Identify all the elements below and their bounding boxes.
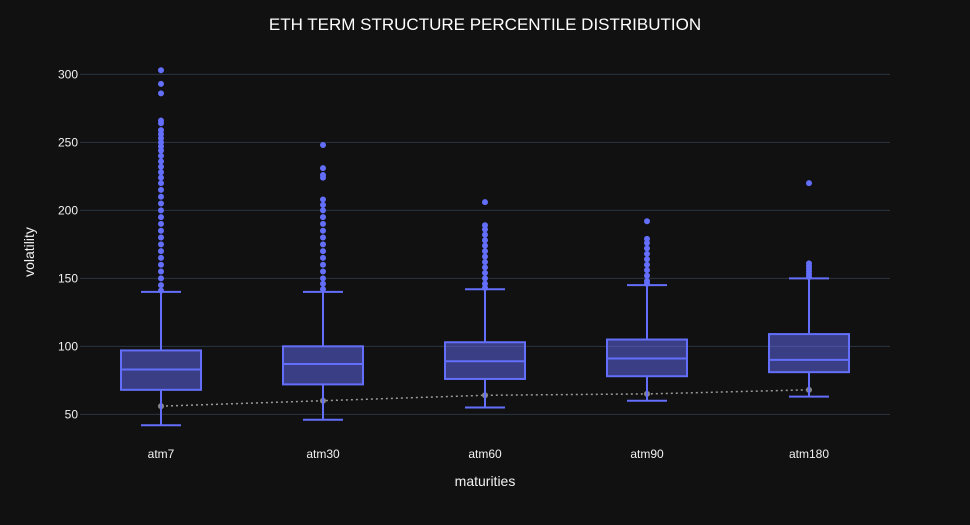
outlier-point (482, 237, 488, 244)
box-layer (120, 67, 850, 427)
outlier-point (644, 250, 650, 257)
outlier-point (158, 152, 164, 159)
outlier-point (158, 241, 164, 248)
outlier-point (158, 158, 164, 165)
outlier-point (158, 180, 164, 187)
outlier-point (320, 196, 326, 203)
outlier-point (158, 147, 164, 154)
box-iqr (282, 345, 364, 386)
outlier-point (482, 231, 488, 238)
outlier-point (158, 248, 164, 255)
y-tick-label: 250 (58, 135, 78, 149)
reference-line (160, 389, 810, 407)
x-tick-label: atm90 (630, 447, 664, 461)
chart-title: ETH TERM STRUCTURE PERCENTILE DISTRIBUTI… (269, 15, 701, 34)
outlier-point (320, 207, 326, 214)
outlier-point (158, 261, 164, 268)
outlier-point (644, 267, 650, 274)
outlier-point (320, 261, 326, 268)
box-atm30 (282, 142, 364, 421)
outlier-point (320, 234, 326, 241)
outlier-point (482, 275, 488, 282)
x-axis-title: maturities (455, 473, 516, 489)
outlier-point (482, 248, 488, 255)
outlier-point (158, 254, 164, 261)
outlier-point (158, 186, 164, 193)
outlier-point (320, 254, 326, 261)
outlier-point (320, 268, 326, 275)
outlier-point (644, 280, 650, 287)
outlier-point (320, 214, 326, 221)
outlier-point (158, 268, 164, 275)
y-axis-ticks: 50 100 150 200 250 300 (58, 67, 78, 421)
outlier-point (158, 163, 164, 170)
x-tick-label: atm60 (468, 447, 502, 461)
outlier-point (482, 242, 488, 249)
x-tick-label: atm180 (789, 447, 829, 461)
outlier-point (482, 259, 488, 265)
outlier-point (320, 174, 326, 181)
outlier-point (320, 165, 326, 172)
outlier-point (320, 280, 326, 287)
outlier-point (644, 239, 650, 246)
y-tick-label: 50 (65, 407, 79, 421)
y-tick-label: 150 (58, 271, 78, 285)
outlier-point (158, 287, 164, 294)
outlier-point (320, 220, 326, 227)
x-tick-label: atm30 (306, 447, 340, 461)
y-axis-title: volatility (21, 227, 37, 277)
outlier-point (158, 174, 164, 181)
outlier-point (320, 227, 326, 234)
x-axis-ticks: atm7 atm30 atm60 atm90 atm180 (148, 447, 830, 461)
outlier-point (158, 275, 164, 282)
outlier-point (158, 90, 164, 97)
y-tick-label: 300 (58, 67, 78, 81)
outlier-point (158, 207, 164, 214)
box-atm60 (444, 199, 526, 409)
outlier-point (158, 214, 164, 221)
outlier-point (806, 180, 812, 187)
outlier-point (482, 264, 488, 271)
box-iqr (768, 333, 850, 374)
outlier-point (320, 275, 326, 282)
outlier-point (158, 234, 164, 241)
outlier-point (320, 142, 326, 149)
outlier-point (320, 248, 326, 255)
y-tick-label: 100 (58, 339, 78, 353)
outlier-point (158, 200, 164, 207)
x-tick-label: atm7 (148, 447, 175, 461)
outlier-point (320, 286, 326, 293)
outlier-point (158, 120, 164, 127)
outlier-point (158, 169, 164, 176)
outlier-point (158, 80, 164, 87)
outlier-point (158, 220, 164, 227)
outlier-point (806, 273, 812, 280)
outlier-point (158, 67, 164, 74)
outlier-point (482, 199, 488, 206)
outlier-point (482, 226, 488, 233)
box-atm180 (768, 180, 850, 398)
outlier-point (320, 201, 326, 208)
outlier-point (482, 269, 488, 276)
outlier-point (158, 227, 164, 234)
outlier-point (158, 282, 164, 289)
outlier-point (482, 253, 488, 260)
outlier-point (644, 272, 650, 279)
outlier-point (644, 261, 650, 268)
outlier-point (482, 284, 488, 291)
outlier-point (644, 256, 650, 263)
outlier-point (644, 218, 650, 225)
outlier-point (320, 241, 326, 248)
y-tick-label: 200 (58, 203, 78, 217)
box-atm90 (606, 218, 688, 402)
box-atm7 (120, 67, 202, 427)
outlier-point (644, 245, 650, 252)
outlier-point (158, 193, 164, 200)
